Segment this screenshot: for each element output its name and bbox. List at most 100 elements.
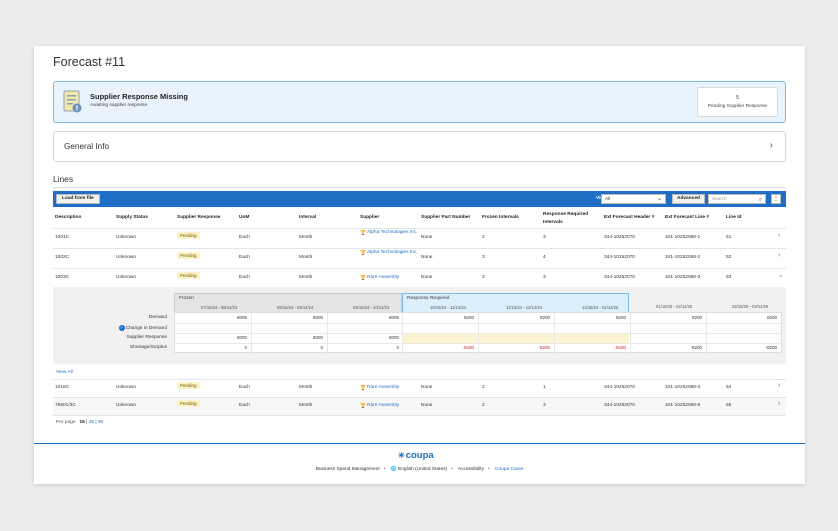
- demand-value: 8000: [236, 315, 247, 320]
- load-from-file-button[interactable]: Load from file: [56, 194, 100, 204]
- help-icon[interactable]: ?: [118, 325, 125, 331]
- row-description: 1016C: [55, 385, 70, 390]
- more-options-icon[interactable]: ⋮: [771, 194, 781, 204]
- supplier-icon: 🏆: [360, 276, 366, 281]
- demand-value: 8200: [691, 315, 702, 320]
- supplier-name: Rare Assembly: [367, 403, 400, 408]
- chevron-right-icon[interactable]: ›: [778, 232, 781, 239]
- divider: [53, 379, 786, 380]
- chevron-right-icon[interactable]: ›: [778, 252, 781, 259]
- pending-count: 5: [736, 95, 739, 101]
- view-select-value: All: [605, 196, 611, 201]
- row-label-change-in-demand: ? Change in Demand: [118, 325, 167, 331]
- col-header-supplier-response[interactable]: Supplier Response: [177, 215, 221, 220]
- supplier-icon: 🏆: [360, 251, 366, 256]
- row-line-id: 53: [726, 275, 732, 280]
- col-header-supply-status[interactable]: Supply Status: [116, 215, 148, 220]
- shortage-value: -8200: [462, 345, 474, 350]
- col-header-uom[interactable]: UoM: [239, 215, 250, 220]
- row-part: None: [421, 403, 433, 408]
- supplier-link[interactable]: 🏆Alpha Technologies Inc.: [360, 249, 418, 256]
- period-label: 09/15/24 - 10/14/24: [353, 305, 390, 310]
- col-header-interval[interactable]: Interval: [299, 215, 317, 220]
- col-header-description[interactable]: Description: [55, 215, 82, 220]
- frozen-label: Frozen: [179, 296, 194, 301]
- row-uom: Each: [239, 255, 250, 260]
- row-line: 341-10252068-5: [665, 403, 701, 408]
- per-page-option[interactable]: 90: [98, 420, 104, 425]
- search-input[interactable]: Search ⌕: [708, 194, 766, 204]
- chevron-right-icon[interactable]: ›: [778, 382, 781, 389]
- per-page-option[interactable]: 15: [79, 420, 85, 425]
- document-alert-icon: [63, 90, 82, 113]
- supplier-link[interactable]: 🏆Rare Assembly: [360, 385, 399, 392]
- forecast-detail-panel: Frozen 07/15/24 - 08/14/24 08/15/24 - 09…: [53, 287, 786, 364]
- view-all-link[interactable]: View All: [56, 370, 73, 375]
- per-page-control: Per page 15 | 45 | 90: [56, 420, 104, 425]
- pending-response-counter[interactable]: 5 Pending Supplier Response: [697, 87, 778, 117]
- col-header-supplier[interactable]: Supplier: [360, 215, 380, 220]
- response-required-label: Response Required: [407, 296, 450, 301]
- future-header: 01/15/25 - 02/14/25 02/15/25 - 03/14/25: [629, 293, 782, 312]
- row-description: 76601/3C: [55, 403, 76, 408]
- col-header-response-required-intervals[interactable]: Response Required Intervals: [543, 212, 589, 225]
- supplier-link[interactable]: 🏆Rare Assembly: [360, 275, 399, 282]
- per-page-option[interactable]: 45: [88, 420, 95, 425]
- row-status: Unknown: [116, 275, 136, 280]
- view-select[interactable]: All ⌄: [601, 194, 666, 204]
- row-required: 4: [543, 255, 546, 260]
- supplier-icon: 🏆: [360, 404, 366, 409]
- row-part: None: [421, 235, 433, 240]
- chevron-right-icon[interactable]: ›: [778, 400, 781, 407]
- shortage-value: -8200: [614, 345, 626, 350]
- period-label: 10/15/24 - 11/14/24: [430, 305, 467, 310]
- lines-title: Lines: [53, 174, 74, 184]
- row-status: Unknown: [116, 385, 136, 390]
- status-badge: Pending: [177, 400, 200, 407]
- row-uom: Each: [239, 385, 250, 390]
- row-uom: Each: [239, 275, 250, 280]
- supplier-response-value: 8000: [236, 335, 247, 340]
- chevron-right-icon: ›: [769, 140, 773, 151]
- supplier-link[interactable]: 🏆Alpha Technologies Inc.: [360, 229, 418, 236]
- footer-link-bsm[interactable]: Business Spend Management: [315, 467, 380, 472]
- general-info-section[interactable]: General Info ›: [53, 131, 786, 162]
- shortage-value: -8200: [690, 345, 702, 350]
- divider: [53, 228, 786, 229]
- supplier-link[interactable]: 🏆Rare Assembly: [360, 403, 399, 410]
- row-line: 341-10252068-1: [665, 235, 701, 240]
- row-status: Unknown: [116, 403, 136, 408]
- alert-subtitle: Awaiting supplier response: [90, 103, 148, 108]
- advanced-button[interactable]: Advanced: [672, 194, 705, 204]
- footer-link-language[interactable]: English (United States): [398, 467, 448, 472]
- row-frozen: 3: [482, 275, 485, 280]
- row-frozen: 2: [482, 403, 485, 408]
- row-frozen: 3: [482, 255, 485, 260]
- divider: [53, 187, 786, 188]
- row-line-id: 52: [726, 255, 732, 260]
- period-label: 07/15/24 - 08/14/24: [201, 305, 238, 310]
- footer-links: Business Spend Management • 🌐 English (Un…: [315, 467, 524, 472]
- response-input-area[interactable]: [402, 333, 629, 343]
- col-header-supplier-part-number[interactable]: Supplier Part Number: [421, 215, 471, 220]
- supplier-name: Alpha Technologies Inc.: [367, 250, 418, 255]
- divider: [53, 415, 786, 416]
- pending-label: Pending Supplier Response: [707, 104, 768, 109]
- row-interval: Month: [299, 235, 313, 240]
- col-header-ext-forecast-line[interactable]: Ext Forecast Line #: [665, 215, 709, 220]
- chevron-down-icon[interactable]: ⌄: [778, 272, 784, 279]
- row-label-supplier-response: Supplier Response: [126, 335, 167, 340]
- row-header: 344-10252070: [604, 255, 635, 260]
- search-icon: ⌕: [758, 197, 762, 203]
- col-header-ext-forecast-header[interactable]: Ext Forecast Header #: [604, 215, 655, 220]
- supplier-icon: 🏆: [360, 386, 366, 391]
- row-header: 344-10252070: [604, 235, 635, 240]
- frozen-header: Frozen 07/15/24 - 08/14/24 08/15/24 - 09…: [174, 293, 402, 312]
- row-label-shortage-surplus: Shortage/Surplus: [129, 345, 167, 350]
- col-header-frozen-intervals[interactable]: Frozen Intervals: [482, 215, 519, 220]
- row-interval: Month: [299, 255, 313, 260]
- col-header-line-id[interactable]: Line Id: [726, 215, 742, 220]
- footer-link-accessibility[interactable]: Accessibility: [457, 467, 484, 472]
- demand-value: 8000: [312, 315, 323, 320]
- footer-link-coupa-cares[interactable]: Coupa Cares: [495, 467, 524, 472]
